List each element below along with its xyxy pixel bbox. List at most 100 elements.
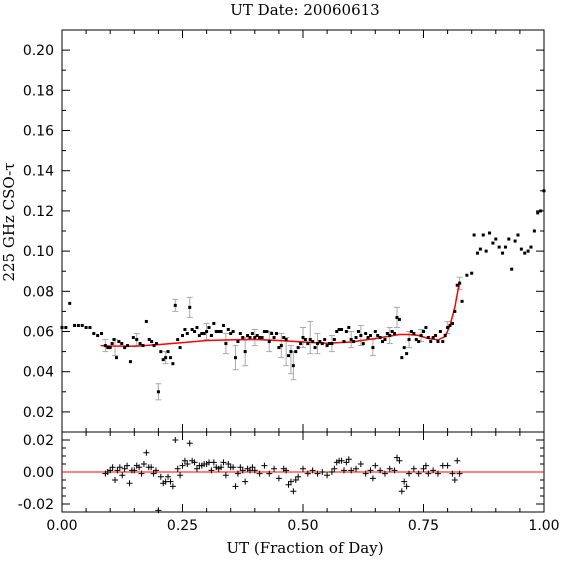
- residual-point: [174, 465, 181, 472]
- data-point: [246, 334, 250, 338]
- data-point: [173, 303, 177, 307]
- data-point: [356, 330, 360, 333]
- residual-point: [292, 477, 299, 483]
- data-point: [221, 323, 225, 327]
- data-point: [378, 336, 382, 340]
- data-point: [465, 273, 469, 277]
- residual-point: [186, 440, 193, 447]
- residual-point: [275, 475, 282, 482]
- data-point: [366, 336, 370, 340]
- data-point: [291, 364, 295, 368]
- bottom-y-tick-label: 0.02: [23, 433, 54, 449]
- data-point: [497, 245, 501, 249]
- data-point: [318, 340, 322, 344]
- data-point: [238, 332, 242, 336]
- data-point: [205, 330, 209, 333]
- residual-point: [343, 459, 350, 466]
- residual-point: [225, 461, 232, 467]
- residual-point: [251, 467, 258, 474]
- residual-point: [266, 470, 273, 477]
- data-point: [73, 323, 77, 327]
- data-point: [519, 247, 523, 251]
- data-point: [328, 342, 332, 346]
- data-point: [284, 338, 288, 342]
- residual-point: [121, 465, 128, 472]
- data-point: [195, 325, 199, 329]
- x-tick-label: 1.00: [528, 518, 559, 534]
- data-point: [267, 340, 271, 344]
- residual-point: [256, 470, 263, 477]
- data-point: [120, 342, 124, 346]
- data-point: [443, 334, 447, 338]
- data-point: [193, 330, 197, 333]
- residual-point: [119, 472, 126, 479]
- data-point: [539, 209, 543, 213]
- data-point: [488, 231, 492, 235]
- residual-point: [406, 470, 413, 477]
- fit-line: [100, 281, 461, 347]
- data-point: [150, 340, 154, 344]
- top-y-tick-label: 0.04: [23, 365, 54, 381]
- residual-point: [285, 481, 292, 488]
- data-point: [181, 334, 184, 338]
- residual-point: [300, 465, 306, 472]
- residual-point: [184, 461, 191, 467]
- residual-point: [169, 483, 176, 490]
- residual-point: [131, 467, 138, 474]
- data-point: [412, 332, 416, 336]
- data-point: [258, 336, 262, 340]
- residual-point: [193, 465, 200, 472]
- data-point: [315, 342, 319, 346]
- data-point: [325, 344, 329, 348]
- residual-point: [167, 478, 174, 485]
- x-tick-label: 0.00: [46, 518, 77, 534]
- data-point: [156, 390, 160, 394]
- data-point: [460, 299, 464, 303]
- data-point: [277, 346, 281, 350]
- data-point: [347, 325, 351, 329]
- residual-point: [126, 480, 133, 487]
- data-point: [144, 319, 148, 323]
- data-point: [393, 332, 397, 336]
- data-point: [164, 356, 168, 360]
- bottom-y-tick-label: 0.00: [23, 465, 54, 481]
- data-point: [152, 344, 156, 348]
- residual-point: [172, 437, 179, 443]
- residual-point: [179, 462, 186, 469]
- data-point: [190, 327, 194, 331]
- data-point: [453, 309, 457, 313]
- residual-point: [109, 464, 116, 471]
- data-point: [253, 336, 257, 340]
- data-point: [542, 189, 546, 193]
- data-point: [236, 340, 240, 344]
- data-point: [112, 338, 116, 342]
- residual-point: [430, 467, 437, 474]
- residual-point: [136, 464, 143, 471]
- residual-point: [377, 467, 384, 474]
- data-point: [523, 251, 527, 255]
- residual-point: [177, 472, 184, 479]
- residual-point: [386, 465, 393, 472]
- data-point: [219, 330, 223, 333]
- data-point: [301, 336, 305, 340]
- residual-point: [116, 464, 123, 471]
- data-point: [108, 346, 112, 350]
- residual-point: [107, 467, 114, 474]
- y-axis-label: 225 GHz CSO-τ: [0, 162, 18, 281]
- data-point: [289, 350, 293, 354]
- data-point: [68, 301, 72, 305]
- data-point: [110, 342, 114, 346]
- data-point: [250, 332, 254, 336]
- data-point: [371, 346, 375, 350]
- data-point: [323, 338, 327, 342]
- residual-point: [396, 457, 403, 464]
- data-point: [395, 315, 399, 319]
- data-point: [248, 336, 252, 340]
- residual-point: [367, 467, 374, 474]
- residual-point: [287, 478, 294, 485]
- top-panel: 0.02 0.04 0.06 0.08 0.10 0.12 0.14 0.16 0.18 0.20: [23, 29, 546, 433]
- data-point: [376, 334, 380, 338]
- data-point: [60, 325, 64, 329]
- data-point: [202, 332, 206, 336]
- residual-point: [357, 461, 364, 467]
